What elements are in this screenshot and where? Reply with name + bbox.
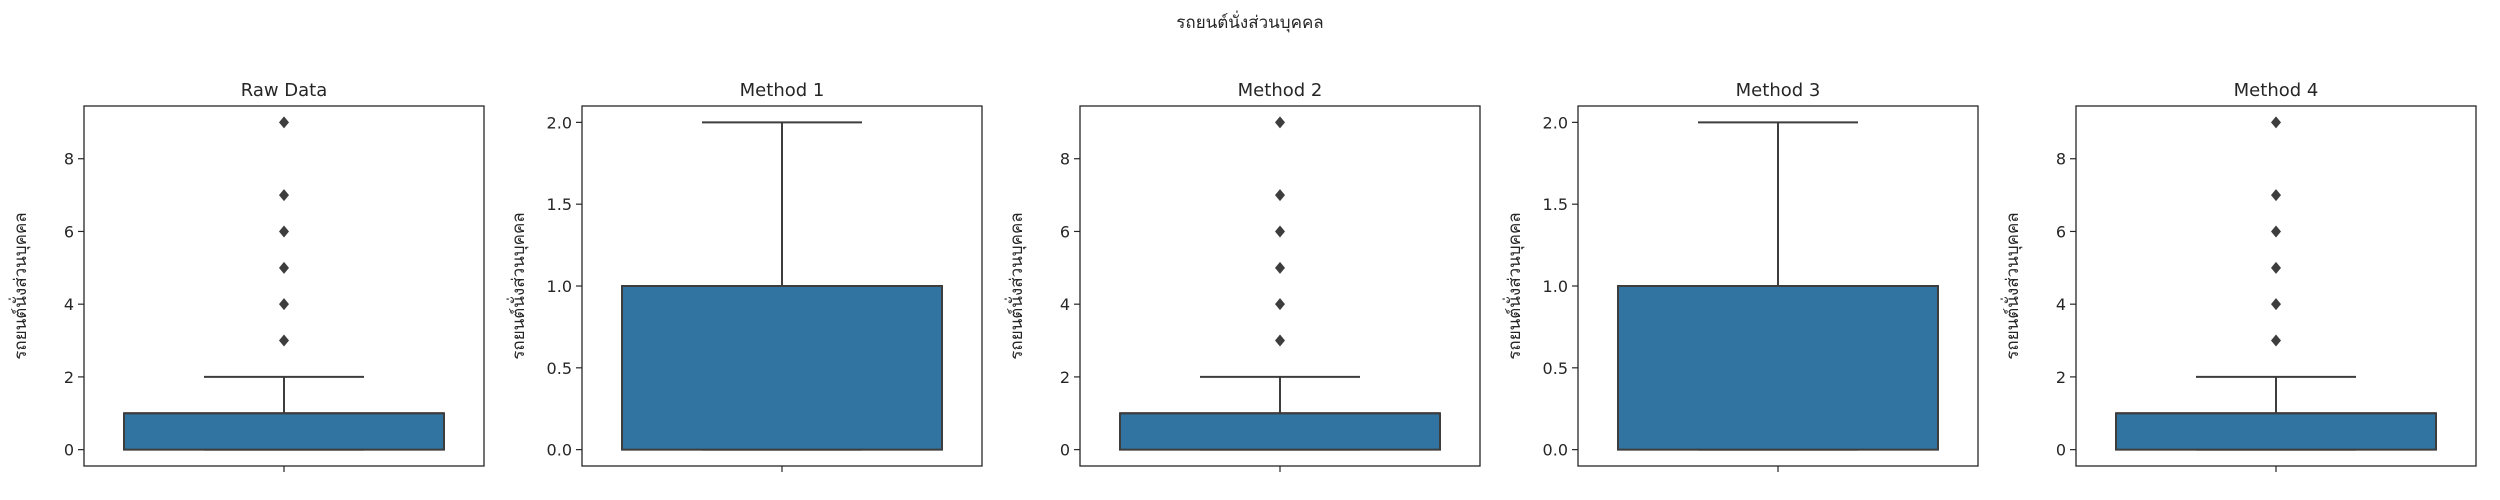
- iqr-box: [123, 412, 445, 451]
- y-tick-label: 6: [2056, 222, 2066, 241]
- y-axis-label: รถยนต์นั่งส่วนบุคคล: [1502, 212, 1525, 359]
- subplot-title: Raw Data: [241, 80, 328, 101]
- y-tick-label: 0.5: [1543, 359, 1568, 378]
- subplot-panels: Raw Data รถยนต์นั่งส่วนบุคคล 0 2 4 6 8 Method 1…: [8, 80, 2477, 472]
- outlier-point: [279, 116, 289, 129]
- y-axis-label: รถยนต์นั่งส่วนบุคคล: [2000, 212, 2023, 359]
- subplot-4: Method 3 รถยนต์นั่งส่วนบุคคล 0.0 0.5 1.0 1.5 2…: [1502, 80, 1979, 472]
- iqr-box: [1119, 412, 1441, 451]
- y-axis-label: รถยนต์นั่งส่วนบุคคล: [506, 212, 529, 359]
- axes-frame: [2075, 105, 2477, 467]
- y-tick-label: 1.5: [1543, 195, 1568, 214]
- subplot-3: Method 2 รถยนต์นั่งส่วนบุคคล 0 2 4 6 8: [1004, 80, 1481, 472]
- y-tick-label: 8: [2056, 150, 2066, 169]
- y-tick-label: 2: [64, 368, 74, 387]
- y-tick-label: 2: [2056, 368, 2066, 387]
- y-axis-label: รถยนต์นั่งส่วนบุคคล: [8, 212, 31, 359]
- subplot-5: Method 4 รถยนต์นั่งส่วนบุคคล 0 2 4 6 8: [2000, 80, 2477, 472]
- y-tick-label: 2.0: [547, 113, 572, 132]
- iqr-box: [2115, 412, 2437, 451]
- outlier-point: [279, 298, 289, 311]
- y-axis-label: รถยนต์นั่งส่วนบุคคล: [1004, 212, 1027, 359]
- y-tick-label: 0: [64, 441, 74, 460]
- y-tick-label: 6: [1060, 222, 1070, 241]
- axes-frame: [1577, 105, 1979, 467]
- axes-frame: [1079, 105, 1481, 467]
- outlier-point: [1275, 225, 1285, 238]
- iqr-box: [1617, 285, 1939, 451]
- outlier-point: [2271, 189, 2281, 202]
- y-tick-label: 4: [64, 295, 74, 314]
- iqr-box: [621, 285, 943, 451]
- outlier-point: [2271, 298, 2281, 311]
- outlier-point: [1275, 298, 1285, 311]
- outlier-point: [1275, 116, 1285, 129]
- outlier-point: [2271, 334, 2281, 347]
- subplot-title: Method 2: [1238, 80, 1323, 101]
- axes-frame: [581, 105, 983, 467]
- y-tick-label: 1.0: [1543, 277, 1568, 296]
- y-tick-label: 0.0: [547, 441, 572, 460]
- outlier-point: [279, 225, 289, 238]
- outlier-point: [279, 261, 289, 274]
- y-tick-label: 6: [64, 222, 74, 241]
- outlier-point: [279, 189, 289, 202]
- subplot-1: Raw Data รถยนต์นั่งส่วนบุคคล 0 2 4 6 8: [8, 80, 485, 472]
- subplot-2: Method 1 รถยนต์นั่งส่วนบุคคล 0.0 0.5 1.0 1.5 2…: [506, 80, 983, 472]
- y-tick-label: 0: [2056, 441, 2066, 460]
- y-tick-label: 1.5: [547, 195, 572, 214]
- outlier-point: [279, 334, 289, 347]
- y-tick-label: 2: [1060, 368, 1070, 387]
- y-tick-label: 8: [64, 150, 74, 169]
- axes-frame: [83, 105, 485, 467]
- outlier-point: [2271, 116, 2281, 129]
- subplot-title: Method 1: [740, 80, 825, 101]
- y-tick-label: 0.5: [547, 359, 572, 378]
- y-tick-label: 4: [2056, 295, 2066, 314]
- y-tick-label: 2.0: [1543, 113, 1568, 132]
- outlier-point: [1275, 189, 1285, 202]
- y-tick-label: 8: [1060, 150, 1070, 169]
- subplot-title: Method 4: [2234, 80, 2319, 101]
- outlier-point: [1275, 261, 1285, 274]
- y-tick-label: 4: [1060, 295, 1070, 314]
- figure-suptitle: รถยนต์นั่งส่วนบุคคล: [1176, 10, 1323, 33]
- outlier-point: [2271, 261, 2281, 274]
- y-tick-label: 0.0: [1543, 441, 1568, 460]
- subplot-title: Method 3: [1736, 80, 1821, 101]
- y-tick-label: 1.0: [547, 277, 572, 296]
- outlier-point: [2271, 225, 2281, 238]
- y-tick-label: 0: [1060, 441, 1070, 460]
- outlier-point: [1275, 334, 1285, 347]
